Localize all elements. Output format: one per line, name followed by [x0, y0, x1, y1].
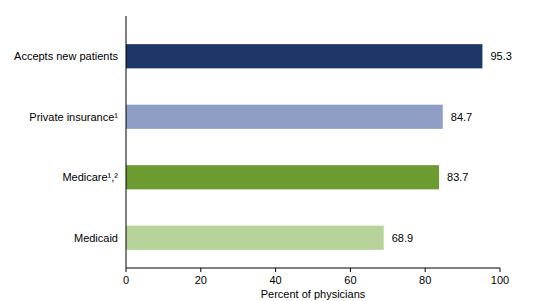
- bars: [126, 44, 482, 250]
- data-label: 95.3: [490, 50, 511, 62]
- bar: [126, 105, 443, 129]
- data-label: 68.9: [392, 232, 413, 244]
- x-tick-label: 20: [195, 274, 207, 286]
- x-axis-line: [126, 268, 500, 269]
- category-label: Medicare¹,²: [62, 171, 118, 183]
- category-label: Accepts new patients: [14, 50, 118, 62]
- x-tick: [425, 268, 426, 272]
- category-label: Medicaid: [74, 232, 118, 244]
- bar: [126, 165, 439, 189]
- x-tick: [126, 268, 127, 272]
- x-tick: [275, 268, 276, 272]
- x-tick-label: 60: [344, 274, 356, 286]
- x-axis-title: Percent of physicians: [261, 288, 366, 300]
- x-tick: [500, 268, 501, 272]
- y-axis-line: [126, 16, 127, 268]
- data-label: 84.7: [451, 111, 472, 123]
- x-tick-label: 0: [123, 274, 129, 286]
- chart-container: Accepts new patients Private insurance¹ Me…: [0, 0, 560, 301]
- x-tick-label: 80: [419, 274, 431, 286]
- data-label: 83.7: [447, 171, 468, 183]
- x-tick-label: 40: [269, 274, 281, 286]
- x-tick-label: 100: [491, 274, 509, 286]
- bar: [126, 226, 384, 250]
- x-tick: [200, 268, 201, 272]
- category-label: Private insurance¹: [29, 111, 118, 123]
- bar: [126, 44, 482, 68]
- chart: Accepts new patients Private insurance¹ Me…: [0, 0, 560, 301]
- x-tick: [350, 268, 351, 272]
